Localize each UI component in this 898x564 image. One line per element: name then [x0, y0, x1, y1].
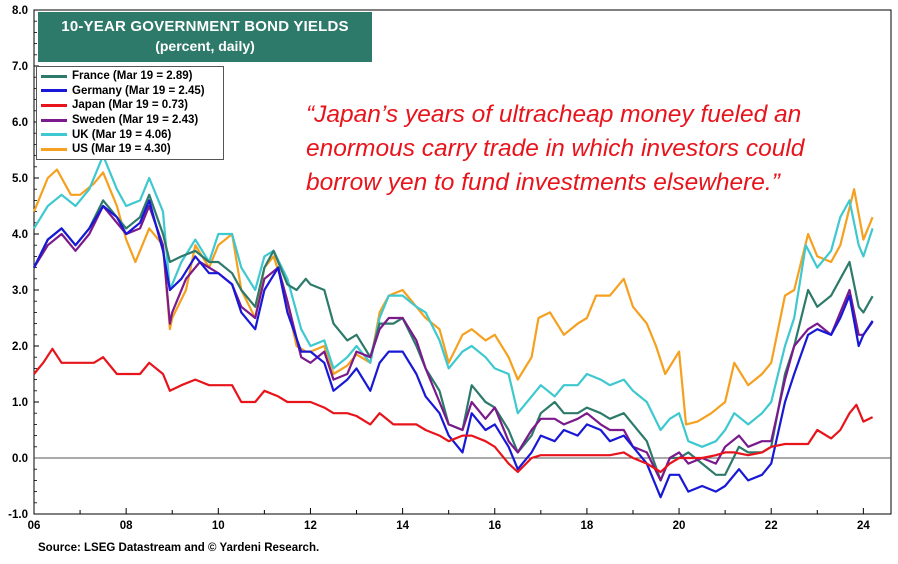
x-tick-label: 10	[212, 520, 225, 532]
chart-title: 10-YEAR GOVERNMENT BOND YIELDS	[61, 18, 349, 35]
series-line-japan	[33, 347, 874, 474]
y-tick-label: 3.0	[12, 285, 28, 297]
legend-swatch	[41, 103, 67, 107]
x-tick-label: 08	[120, 520, 133, 532]
legend-swatch	[41, 74, 67, 78]
legend-swatch	[41, 133, 67, 137]
series-line-uk	[33, 154, 874, 448]
legend-label: US (Mar 19 = 4.30)	[72, 143, 171, 156]
source-note: Source: LSEG Datastream and © Yardeni Re…	[38, 542, 320, 554]
x-tick-label: 14	[396, 520, 409, 532]
legend-item-sweden: Sweden (Mar 19 = 2.43)	[37, 113, 223, 128]
series-line-germany	[33, 199, 874, 499]
x-axis: 06 08 10 12 14 16 18 20 22 24	[28, 508, 870, 532]
legend-swatch	[41, 118, 67, 122]
y-tick-label: 8.0	[12, 5, 28, 17]
y-tick-label: -1.0	[8, 509, 28, 521]
legend-label: Germany (Mar 19 = 2.45)	[72, 84, 205, 97]
legend-label: Japan (Mar 19 = 0.73)	[72, 99, 189, 112]
legend-item-germany: Germany (Mar 19 = 2.45)	[37, 84, 223, 99]
legend-swatch	[41, 89, 67, 93]
x-tick-label: 18	[581, 520, 594, 532]
x-tick-label: 06	[28, 520, 41, 532]
y-tick-label: 5.0	[12, 173, 28, 185]
chart-title-box: 10-YEAR GOVERNMENT BOND YIELDS (percent,…	[38, 12, 372, 62]
legend: France (Mar 19 = 2.89) Germany (Mar 19 = …	[36, 66, 224, 160]
x-tick-label: 12	[304, 520, 317, 532]
legend-swatch	[41, 147, 67, 151]
series-lines	[32, 154, 874, 499]
x-tick-label: 24	[857, 520, 870, 532]
legend-item-uk: UK (Mar 19 = 4.06)	[37, 127, 223, 142]
legend-item-us: US (Mar 19 = 4.30)	[37, 142, 223, 157]
y-tick-label: 2.0	[12, 341, 28, 353]
y-axis: -1.0 0.0 1.0 2.0 3.0 4.0 5.0 6.0 7.0 8.0	[8, 5, 39, 521]
y-tick-label: 0.0	[12, 453, 28, 465]
legend-label: UK (Mar 19 = 4.06)	[72, 128, 172, 141]
x-tick-label: 16	[488, 520, 501, 532]
legend-label: Sweden (Mar 19 = 2.43)	[72, 114, 199, 127]
legend-label: France (Mar 19 = 2.89)	[72, 70, 193, 83]
y-tick-label: 4.0	[12, 229, 28, 241]
x-tick-label: 22	[765, 520, 778, 532]
quote-text: “Japan’s years of ultracheap money fuele…	[306, 101, 805, 196]
series-line-sweden	[33, 204, 874, 482]
chart-subtitle: (percent, daily)	[155, 38, 255, 54]
x-tick-label: 20	[673, 520, 686, 532]
y-tick-label: 7.0	[12, 61, 28, 73]
y-tick-label: 6.0	[12, 117, 28, 129]
plot-frame	[33, 9, 892, 515]
legend-item-france: France (Mar 19 = 2.89)	[37, 69, 223, 84]
y-tick-label: 1.0	[12, 397, 28, 409]
series-line-us	[32, 168, 874, 426]
legend-item-japan: Japan (Mar 19 = 0.73)	[37, 98, 223, 113]
